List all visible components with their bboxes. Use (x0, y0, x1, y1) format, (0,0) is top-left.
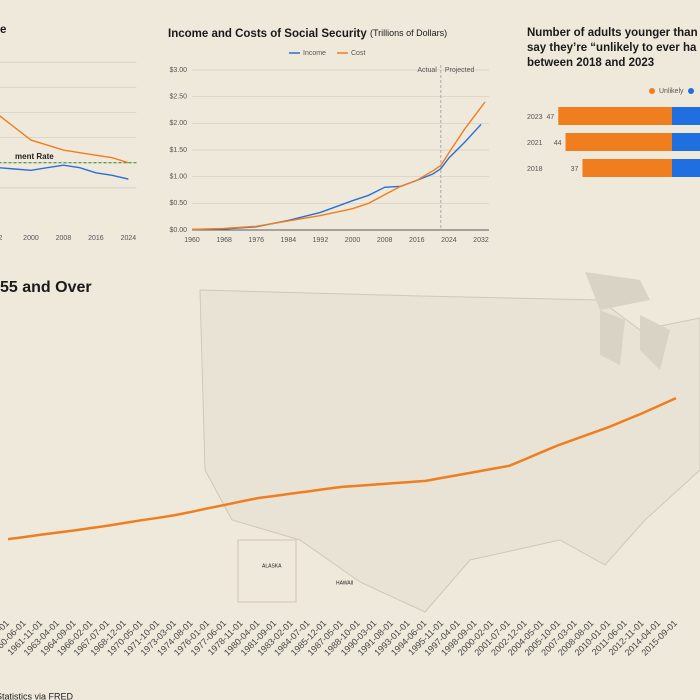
y-tick-label: $2.50 (169, 94, 187, 101)
x-tick-label: 2016 (88, 235, 104, 242)
value-label: 44 (554, 140, 562, 147)
us-map (199, 272, 700, 613)
x-tick-label: 1960 (184, 237, 200, 244)
map-label: HAWAII (336, 580, 353, 586)
chart-title: e (0, 24, 6, 36)
y-tick-label: $1.50 (169, 147, 187, 154)
x-tick-label: 1976 (248, 237, 264, 244)
value-label: 47 (546, 114, 554, 121)
title: Income and Costs of Social Security (168, 28, 367, 40)
y-tick-label: $0.00 (169, 227, 187, 234)
legend-swatch (688, 88, 694, 94)
category-label: 2021 (527, 140, 543, 147)
value-label: 37 (571, 166, 579, 173)
y-tick-label: $1.00 (169, 174, 187, 181)
chart-title: between 2018 and 2023 (527, 57, 654, 69)
y-tick-label: $3.00 (169, 67, 187, 74)
category-label: 2023 (527, 114, 543, 121)
x-tick-label: 2000 (345, 237, 361, 244)
divider-label: Projected (445, 67, 475, 74)
source: Statistics via FRED (0, 691, 74, 700)
bar (672, 107, 700, 125)
x-tick-label: 1992 (313, 237, 329, 244)
x-tick-label: 92 (0, 235, 2, 242)
map-label: ALASKA (262, 563, 282, 569)
bar (672, 133, 700, 151)
reference-label: ment Rate (15, 152, 54, 161)
bar (558, 107, 672, 125)
category-label: 2018 (527, 166, 543, 173)
x-tick-label: 2000 (23, 235, 39, 242)
legend-swatch (649, 88, 655, 94)
y-tick-label: $2.00 (169, 120, 187, 127)
legend-label: Cost (351, 50, 365, 57)
x-tick-label: 1984 (281, 237, 297, 244)
chart-title: Income and Costs of Social Security (Tri… (168, 28, 447, 40)
bar (672, 159, 700, 177)
chart-title: Number of adults younger than (527, 27, 698, 39)
series-line (191, 101, 486, 231)
x-tick-label: 1968 (216, 237, 232, 244)
x-tick-label: 2016 (409, 237, 425, 244)
x-tick-label: 2008 (377, 237, 393, 244)
y-tick-label: $0.50 (169, 200, 187, 207)
chart-title: say they’re “unlikely to ever ha (527, 42, 697, 54)
chart-title: 55 and Over (0, 279, 92, 296)
legend-label: Income (303, 50, 326, 57)
divider-label: Actual (417, 67, 437, 74)
x-tick-label: 2024 (121, 235, 137, 242)
series-line (7, 396, 677, 541)
subtitle: (Trillions of Dollars) (370, 28, 447, 38)
series-line (0, 164, 129, 180)
bar (582, 159, 672, 177)
series-line (0, 115, 129, 164)
x-tick-label: 2032 (473, 237, 489, 244)
bar (565, 133, 672, 151)
x-tick-label: 2008 (56, 235, 72, 242)
legend-label: Unlikely (659, 88, 684, 95)
x-tick-label: 2024 (441, 237, 457, 244)
